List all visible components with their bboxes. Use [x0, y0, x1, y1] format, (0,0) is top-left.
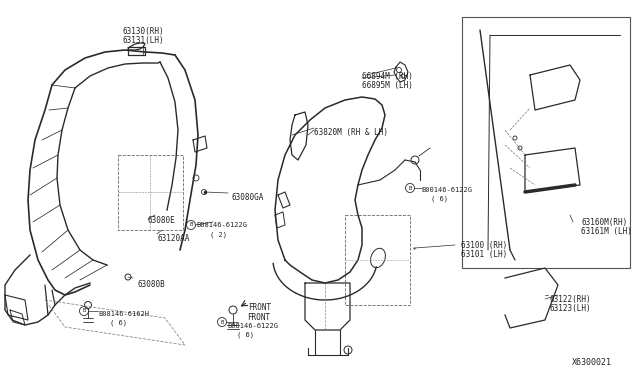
Text: 63080E: 63080E: [147, 216, 175, 225]
Bar: [345, 215, 410, 305]
Text: ( 6): ( 6): [431, 196, 448, 202]
Text: 66894M (RH): 66894M (RH): [362, 72, 413, 81]
Text: 63120AA: 63120AA: [157, 234, 189, 243]
Text: X6300021: X6300021: [572, 358, 612, 367]
Text: 63100 (RH): 63100 (RH): [461, 241, 508, 250]
Text: 66895M (LH): 66895M (LH): [362, 81, 413, 90]
Text: 63130(RH): 63130(RH): [122, 27, 164, 36]
Text: ( 2): ( 2): [210, 231, 227, 237]
Text: B08146-6122G: B08146-6122G: [227, 323, 278, 329]
Text: 63122(RH): 63122(RH): [549, 295, 591, 304]
Text: 63131(LH): 63131(LH): [122, 36, 164, 45]
Text: 63161M (LH): 63161M (LH): [581, 227, 632, 236]
Text: B: B: [408, 186, 412, 190]
Text: B08146-6122G: B08146-6122G: [196, 222, 247, 228]
Text: ( 6): ( 6): [237, 332, 254, 339]
Text: 63160M(RH): 63160M(RH): [581, 218, 627, 227]
Text: ( 6): ( 6): [110, 320, 127, 327]
Text: FRONT: FRONT: [248, 304, 271, 312]
Text: B: B: [83, 308, 86, 314]
Text: B00146-6122G: B00146-6122G: [421, 187, 472, 193]
Bar: [118, 155, 183, 230]
Text: FRONT: FRONT: [247, 313, 270, 322]
Text: 63101 (LH): 63101 (LH): [461, 250, 508, 259]
Text: 63820M (RH & LH): 63820M (RH & LH): [314, 128, 388, 137]
Text: B: B: [189, 222, 193, 228]
Text: 63123(LH): 63123(LH): [549, 304, 591, 313]
Text: 63080GA: 63080GA: [232, 193, 264, 202]
Text: B: B: [220, 320, 223, 324]
Text: B08146-6162H: B08146-6162H: [98, 311, 149, 317]
Text: 63080B: 63080B: [138, 280, 166, 289]
